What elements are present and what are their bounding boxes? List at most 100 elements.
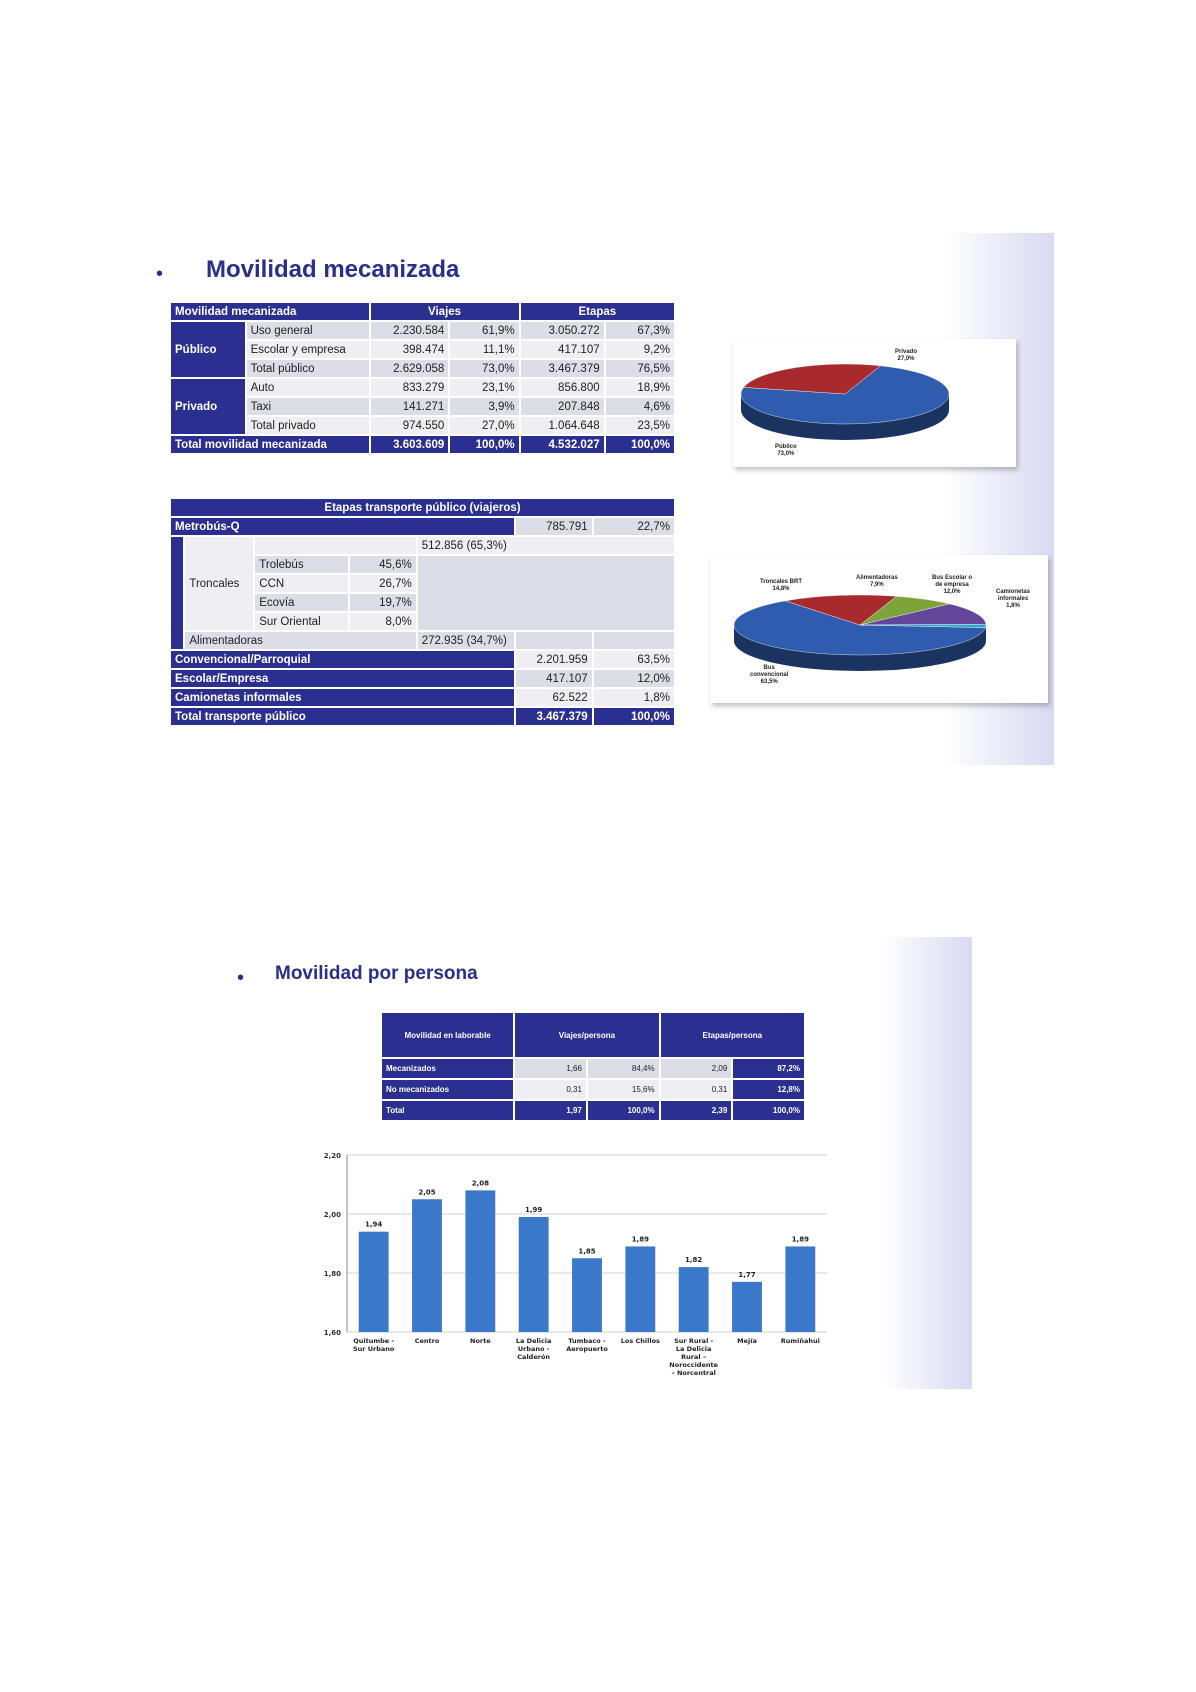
viajes-percent: 61,9% xyxy=(450,322,519,339)
x-tick-label: Calderón xyxy=(517,1353,550,1361)
x-tick-label: Aeropuerto xyxy=(566,1345,608,1353)
total-label: Total movilidad mecanizada xyxy=(171,436,369,453)
table-total-row: Total movilidad mecanizada 3.603.609 100… xyxy=(171,436,674,453)
total-value: 3.467.379 xyxy=(515,708,592,725)
x-tick-label: La Delicia xyxy=(676,1345,712,1353)
etapas-value: 3.467.379 xyxy=(520,360,604,377)
row-label: Convencional/Parroquial xyxy=(171,651,514,668)
bar-value-label: 1,94 xyxy=(365,1221,382,1229)
alimentadoras-empty xyxy=(515,632,592,649)
row-value: 62.522 xyxy=(515,689,592,706)
etapas-value: 207.848 xyxy=(520,398,604,415)
x-tick-label: Noroccidente xyxy=(669,1361,718,1369)
pie-chart-publico-privado: Privado 27,0% Público 73,0% xyxy=(733,339,1016,467)
group-label: Privado xyxy=(171,379,245,434)
etapas-value: 2,09 xyxy=(660,1059,732,1078)
table-row: Sur Oriental 8,0% xyxy=(171,613,674,630)
slide-movilidad-mecanizada: • Movilidad mecanizada Movilidad mecaniz… xyxy=(146,233,1054,765)
viajes-value: 1,66 xyxy=(515,1059,586,1078)
table-total-row: Total transporte público 3.467.379 100,0… xyxy=(171,708,674,725)
viajes-value: 2.230.584 xyxy=(370,322,449,339)
etapas-percent: 18,9% xyxy=(605,379,674,396)
pie-chart-2-svg xyxy=(733,594,987,671)
table-header-row: Movilidad en laborable Viajes/persona Et… xyxy=(382,1013,804,1057)
viajes-percent: 84,4% xyxy=(587,1059,659,1078)
table-row: Escolar/Empresa 417.107 12,0% xyxy=(171,670,674,687)
bullet: • xyxy=(237,967,245,989)
bar xyxy=(785,1246,816,1332)
bar xyxy=(572,1258,602,1332)
bar xyxy=(625,1246,656,1332)
etapas-percent: 87,2% xyxy=(733,1059,804,1078)
table-row: Escolar y empresa 398.474 11,1% 417.107 … xyxy=(171,341,674,358)
viajes-percent: 73,0% xyxy=(450,360,519,377)
troncal-percent: 8,0% xyxy=(349,613,416,630)
table-row: Convencional/Parroquial 2.201.959 63,5% xyxy=(171,651,674,668)
troncal-percent: 45,6% xyxy=(349,556,416,573)
etapas-value: 4.532.027 xyxy=(520,436,604,453)
x-tick-label: Quitumbe - xyxy=(353,1337,394,1345)
table-row: Mecanizados 1,66 84,4% 2,09 87,2% xyxy=(382,1059,804,1078)
troncales-value: 512.856 (65,3%) xyxy=(417,537,674,554)
metrobus-bracket xyxy=(171,537,184,649)
viajes-percent: 23,1% xyxy=(450,379,519,396)
row-label: Auto xyxy=(246,379,369,396)
x-tick-label: Rumiñahui xyxy=(781,1337,820,1345)
pie-slice-camionetas-informales xyxy=(859,624,987,628)
table-row: Troncales 512.856 (65,3%) xyxy=(171,537,674,649)
metrobus-percent: 22,7% xyxy=(593,518,674,535)
pie-chart-etapas: Troncales BRT 14,8% Alimentadoras 7,9% B… xyxy=(710,555,1048,703)
x-tick-label: Los Chillos xyxy=(621,1337,660,1345)
viajes-value: 3.603.609 xyxy=(370,436,449,453)
pie-slice-bus-escolar-o-de-empresa xyxy=(859,603,987,626)
bar xyxy=(678,1267,709,1332)
alimentadoras-label: Alimentadoras xyxy=(185,632,416,649)
bar xyxy=(465,1190,496,1332)
bar-value-label: 1,89 xyxy=(792,1235,809,1243)
row-label: No mecanizados xyxy=(382,1080,514,1099)
x-tick-label: Sur Rural - xyxy=(674,1337,713,1345)
bar-value-label: 1,99 xyxy=(525,1206,542,1214)
row-label: Escolar/Empresa xyxy=(171,670,514,687)
etapas-value: 2,39 xyxy=(660,1101,732,1120)
etapas-percent: 76,5% xyxy=(605,360,674,377)
table-row: Trolebús 45,6% xyxy=(171,556,674,630)
group-label: Público xyxy=(171,322,245,377)
x-tick-label: Mejía xyxy=(737,1337,757,1345)
header-etapas: Etapas/persona xyxy=(660,1013,804,1057)
row-value: 417.107 xyxy=(515,670,592,687)
row-label: Total público xyxy=(246,360,369,377)
x-tick-label: Rural – xyxy=(681,1353,706,1361)
table-row: CCN 26,7% xyxy=(171,575,674,592)
header-label: Movilidad mecanizada xyxy=(171,303,369,320)
x-tick-label: La Delicia xyxy=(516,1337,552,1345)
row-percent: 1,8% xyxy=(593,689,674,706)
bar-value-label: 1,89 xyxy=(632,1235,649,1243)
slide-title: Movilidad por persona xyxy=(275,963,478,984)
bar-value-label: 1,82 xyxy=(685,1256,702,1264)
viajes-value: 833.279 xyxy=(370,379,449,396)
table-row: No mecanizados 0,31 15,6% 0,31 12,8% xyxy=(382,1080,804,1099)
table-row: Alimentadoras 272.935 (34,7%) xyxy=(171,632,674,649)
troncales-spacer xyxy=(255,537,416,554)
x-tick-label: Centro xyxy=(415,1337,440,1345)
table-header-row: Movilidad mecanizada Viajes Etapas xyxy=(171,303,674,320)
row-label: Mecanizados xyxy=(382,1059,514,1078)
table-row: Metrobús-Q 785.791 22,7% xyxy=(171,518,674,535)
total-label: Total xyxy=(382,1101,514,1120)
header-viajes: Viajes xyxy=(370,303,519,320)
bar-value-label: 1,77 xyxy=(738,1271,755,1279)
movilidad-mecanizada-table: Movilidad mecanizada Viajes Etapas Públi… xyxy=(169,301,676,455)
slice-label-troncales: Troncales BRT 14,8% xyxy=(760,579,803,592)
etapas-value: 3.050.272 xyxy=(520,322,604,339)
row-label: Total privado xyxy=(246,417,369,434)
slice-label-escolar: Bus Escolar o de empresa 12,0% xyxy=(932,575,973,595)
bar xyxy=(732,1281,762,1332)
bullet: • xyxy=(156,263,164,285)
table-header-row: Etapas transporte público (viajeros) xyxy=(171,499,674,516)
total-percent: 100,0% xyxy=(593,708,674,725)
bar xyxy=(518,1216,549,1332)
etapas-percent: 100,0% xyxy=(733,1101,804,1120)
troncal-label: Ecovía xyxy=(255,594,348,611)
viajes-value: 974.550 xyxy=(370,417,449,434)
